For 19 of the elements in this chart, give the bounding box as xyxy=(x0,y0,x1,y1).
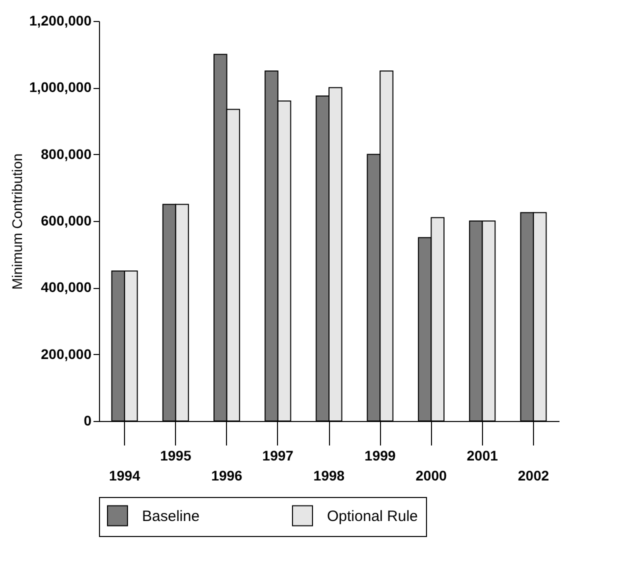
x-tick-label: 1994 xyxy=(108,468,140,484)
y-tick-label: 1,000,000 xyxy=(29,79,92,96)
y-axis-title: Minimum Contribution xyxy=(9,153,26,290)
y-tick-label: 0 xyxy=(84,412,92,428)
x-tick-label: 1999 xyxy=(364,448,396,464)
y-tick-label: 800,000 xyxy=(40,146,92,162)
x-tick-label: 1997 xyxy=(262,448,294,464)
x-tick-label: 2001 xyxy=(466,448,498,464)
x-tick-label: 1995 xyxy=(160,448,192,464)
x-tick-label: 2002 xyxy=(518,468,550,484)
y-tick-label: 200,000 xyxy=(40,346,92,362)
x-tick-label: 2000 xyxy=(416,468,448,484)
x-tick-label: 1998 xyxy=(313,468,345,484)
x-tick-label: 1996 xyxy=(211,468,243,484)
y-tick-label: 400,000 xyxy=(40,279,92,296)
y-tick-label: 600,000 xyxy=(40,212,92,228)
legend-label: Optional Rule xyxy=(327,508,418,525)
legend-label: Baseline xyxy=(142,508,200,525)
y-tick-label: 1,200,000 xyxy=(29,12,92,28)
